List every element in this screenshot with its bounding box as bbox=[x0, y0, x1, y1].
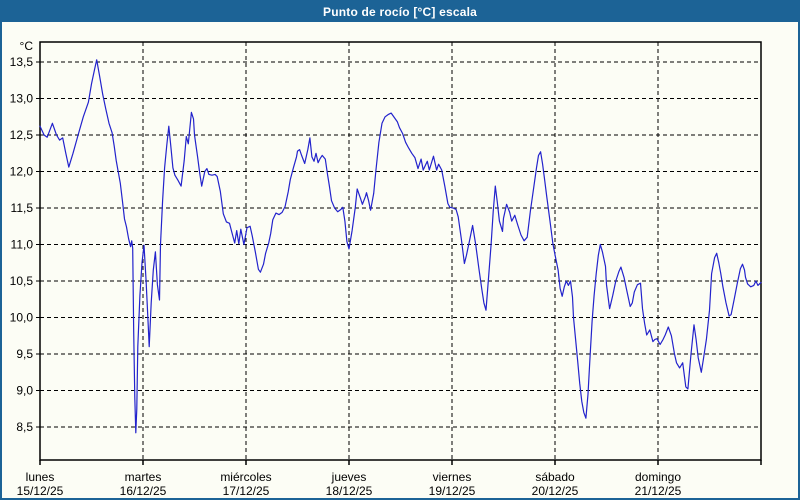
y-tick-label: 13,5 bbox=[10, 55, 34, 69]
x-tick-day-label: lunes bbox=[26, 470, 55, 484]
x-tick-date-label: 19/12/25 bbox=[429, 484, 476, 498]
x-tick-day-label: miércoles bbox=[220, 470, 271, 484]
window-title: Punto de rocío [°C] escala bbox=[322, 5, 478, 19]
x-tick-day-label: domingo bbox=[635, 470, 681, 484]
y-tick-label: 12,5 bbox=[10, 128, 34, 142]
x-tick-date-label: 17/12/25 bbox=[223, 484, 270, 498]
x-tick-date-label: 15/12/25 bbox=[17, 484, 64, 498]
x-tick-day-label: jueves bbox=[331, 470, 367, 484]
chart-area: 13,5 13,0 12,5 12,0 11,5 11,0 10,5 10,0 9,5 9,0 8,… bbox=[2, 22, 798, 498]
y-tick-label: 11,5 bbox=[11, 201, 34, 215]
y-tick-label: 9,0 bbox=[16, 384, 33, 398]
dew-point-line bbox=[39, 59, 762, 434]
x-tick-date-label: 21/12/25 bbox=[635, 484, 682, 498]
y-tick-label: 9,5 bbox=[16, 347, 33, 361]
x-tick-date-label: 18/12/25 bbox=[326, 484, 373, 498]
y-tick-label: 8,5 bbox=[16, 420, 33, 434]
title-bar: Punto de rocío [°C] escala bbox=[2, 2, 798, 22]
x-tick-date-label: 16/12/25 bbox=[120, 484, 167, 498]
y-axis-unit-label: °C bbox=[20, 39, 34, 53]
x-tick-day-label: sábado bbox=[535, 470, 575, 484]
x-tick-day-label: viernes bbox=[433, 470, 472, 484]
dew-point-chart: 13,5 13,0 12,5 12,0 11,5 11,0 10,5 10,0 9,5 9,0 8,… bbox=[10, 39, 762, 498]
plot-border bbox=[39, 41, 762, 461]
y-tick-label: 10,5 bbox=[10, 274, 34, 288]
y-tick-label: 11,0 bbox=[11, 238, 34, 252]
y-tick-label: 12,0 bbox=[10, 165, 34, 179]
y-tick-label: 10,0 bbox=[10, 311, 34, 325]
x-tick-day-label: martes bbox=[125, 470, 162, 484]
y-tick-label: 13,0 bbox=[10, 92, 34, 106]
x-tick-date-label: 20/12/25 bbox=[532, 484, 579, 498]
